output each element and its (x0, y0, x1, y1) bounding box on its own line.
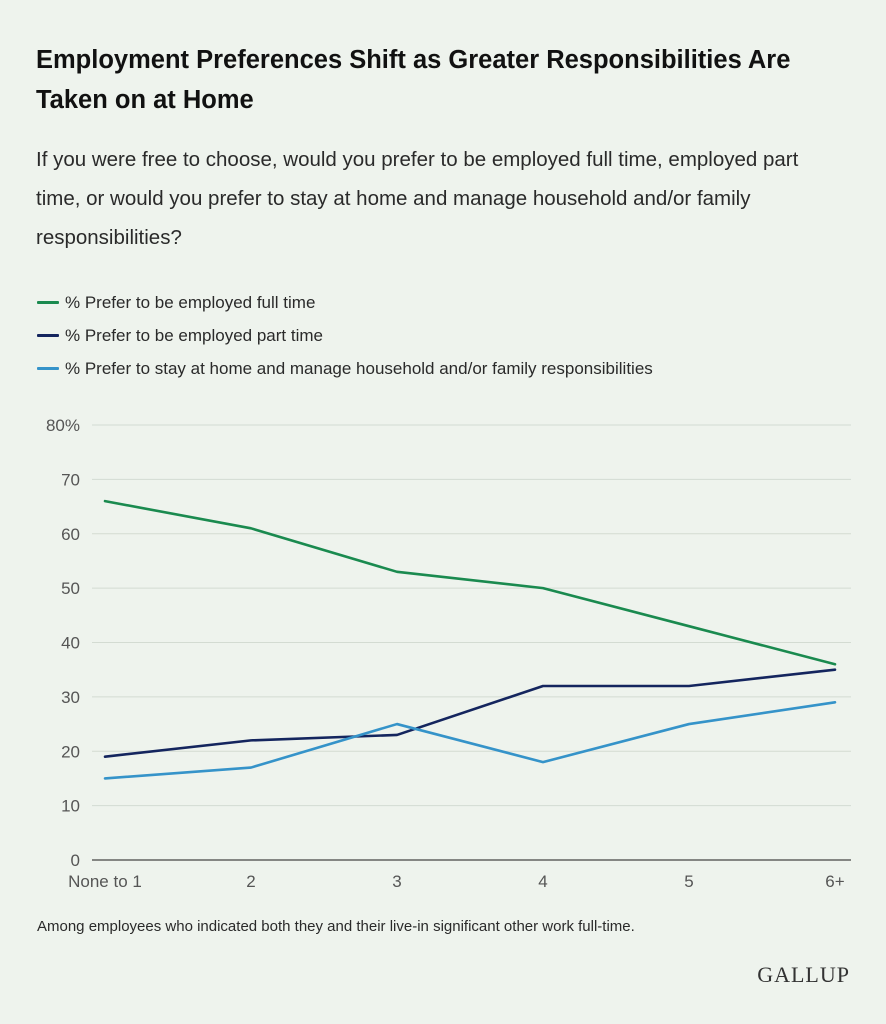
x-axis: None to 1 2 3 4 5 6+ (68, 872, 845, 891)
line-chart: 0 10 20 30 40 50 60 70 80% None to 1 2 3 4 5 6+ (46, 416, 851, 891)
x-tick-label: 5 (684, 872, 693, 891)
legend-item-full-time: % Prefer to be employed full time (37, 286, 653, 319)
legend-swatch-stay-home (37, 367, 59, 370)
y-tick-label: 40 (61, 634, 80, 653)
legend-label-stay-home: % Prefer to stay at home and manage hous… (65, 358, 653, 378)
chart-title: Employment Preferences Shift as Greater … (36, 46, 791, 114)
y-tick-label: 80% (46, 416, 80, 435)
grid-lines (92, 424, 851, 861)
legend-item-part-time: % Prefer to be employed part time (37, 319, 653, 352)
y-tick-label: 30 (61, 688, 80, 707)
x-tick-label: 3 (392, 872, 401, 891)
chart-subtitle: If you were free to choose, would you pr… (36, 148, 799, 249)
series-line-1 (103, 499, 837, 666)
y-tick-label: 70 (61, 470, 80, 489)
gallup-logo: GALLUP (757, 962, 850, 987)
y-axis: 0 10 20 30 40 50 60 70 80% (46, 416, 80, 870)
legend-item-stay-home: % Prefer to stay at home and manage hous… (37, 352, 653, 385)
legend-swatch-full-time (37, 301, 59, 304)
x-tick-label: 6+ (825, 872, 844, 891)
y-tick-label: 0 (71, 851, 80, 870)
legend-label-full-time: % Prefer to be employed full time (65, 292, 316, 312)
y-tick-label: 60 (61, 525, 80, 544)
y-tick-label: 10 (61, 797, 80, 816)
legend-label-part-time: % Prefer to be employed part time (65, 325, 323, 345)
footnote: Among employees who indicated both they … (37, 918, 635, 935)
x-tick-label: None to 1 (68, 872, 142, 891)
series-line-2 (103, 668, 837, 758)
x-tick-label: 2 (246, 872, 255, 891)
y-tick-label: 20 (61, 742, 80, 761)
x-tick-label: 4 (538, 872, 547, 891)
legend: % Prefer to be employed full time % Pref… (37, 286, 653, 385)
legend-swatch-part-time (37, 334, 59, 337)
y-tick-label: 50 (61, 579, 80, 598)
series-line-3 (103, 701, 837, 780)
series-lines (103, 499, 837, 780)
